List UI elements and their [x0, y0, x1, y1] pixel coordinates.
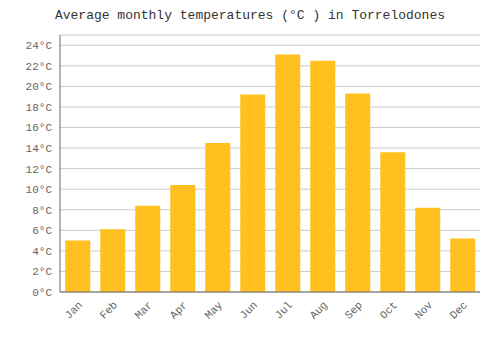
- svg-text:22°C: 22°C: [26, 61, 53, 73]
- svg-text:20°C: 20°C: [26, 81, 53, 93]
- svg-text:Jul: Jul: [273, 299, 295, 321]
- svg-text:Dec: Dec: [448, 299, 470, 321]
- svg-text:24°C: 24°C: [26, 40, 53, 52]
- svg-text:0°C: 0°C: [32, 287, 52, 299]
- html-text:Average monthly temperatures (: Average monthly temperatures (°C ) in To…: [55, 8, 445, 23]
- svg-text:Aug: Aug: [308, 299, 330, 321]
- svg-text:14°C: 14°C: [26, 143, 53, 155]
- svg-text:May: May: [203, 299, 226, 322]
- svg-text:Oct: Oct: [378, 299, 400, 321]
- svg-text:2°C: 2°C: [32, 266, 52, 278]
- svg-text:Apr: Apr: [168, 299, 190, 321]
- svg-text:12°C: 12°C: [26, 164, 53, 176]
- svg-text:Nov: Nov: [413, 299, 436, 322]
- svg-text:Sep: Sep: [343, 299, 365, 321]
- svg-text:Jun: Jun: [238, 299, 260, 321]
- svg-text:6°C: 6°C: [32, 225, 52, 237]
- svg-text:8°C: 8°C: [32, 205, 52, 217]
- svg-text:4°C: 4°C: [32, 246, 52, 258]
- svg-text:10°C: 10°C: [26, 184, 53, 196]
- svg-text:Jan: Jan: [63, 299, 85, 321]
- svg-text:Feb: Feb: [98, 299, 120, 321]
- svg-text:16°C: 16°C: [26, 122, 53, 134]
- svg-text:Mar: Mar: [133, 299, 155, 321]
- svg-text:18°C: 18°C: [26, 102, 53, 114]
